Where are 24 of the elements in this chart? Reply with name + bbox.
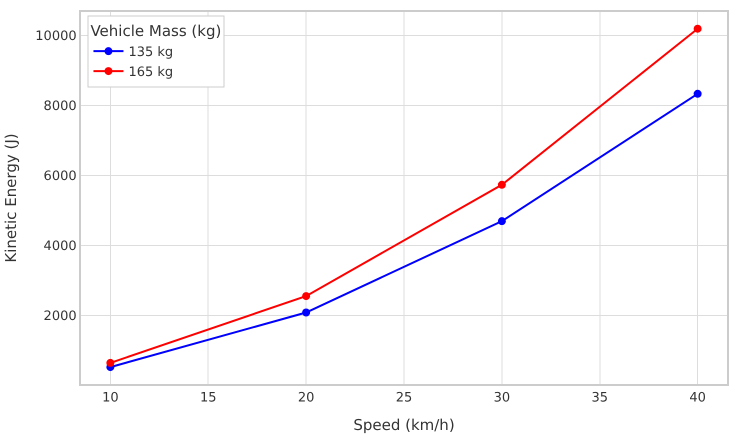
x-tick-label: 15 <box>200 390 217 406</box>
y-tick-label: 2000 <box>44 308 77 324</box>
y-tick-label: 8000 <box>44 98 77 114</box>
point <box>498 180 506 189</box>
point <box>106 358 114 367</box>
x-tick-label: 10 <box>102 390 119 406</box>
legend-label: 135 kg <box>128 45 174 60</box>
point <box>302 308 310 317</box>
y-tick-label: 10000 <box>35 28 77 44</box>
legend-title: Vehicle Mass (kg) <box>90 22 222 40</box>
point <box>694 90 702 98</box>
y-tick-label: 4000 <box>44 238 77 254</box>
legend-label: 165 kg <box>128 65 174 80</box>
point <box>694 24 702 33</box>
x-tick-label: 30 <box>494 390 510 406</box>
point <box>302 292 310 300</box>
x-tick-label: 25 <box>396 390 412 406</box>
x-tick-label: 40 <box>689 390 706 406</box>
y-tick-label: 6000 <box>44 168 77 184</box>
point <box>498 217 506 226</box>
x-axis-title: Speed (km/h) <box>353 416 455 434</box>
y-axis-title: Kinetic Energy (J) <box>2 133 20 263</box>
x-tick-label: 35 <box>591 390 608 406</box>
x-tick-label: 20 <box>298 390 314 406</box>
